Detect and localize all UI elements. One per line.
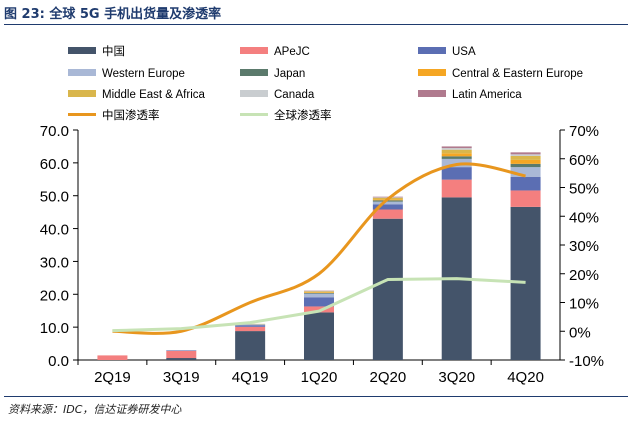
bar-segment bbox=[166, 350, 197, 359]
bar-segment bbox=[441, 167, 472, 180]
legend-label: Middle East & Africa bbox=[102, 89, 206, 101]
legend-label: APeJC bbox=[274, 46, 310, 58]
y-left-tick-label: 10.0 bbox=[40, 320, 69, 337]
y-left-tick-label: 30.0 bbox=[40, 254, 69, 271]
bar-segment bbox=[304, 293, 334, 298]
bar-segment bbox=[510, 167, 541, 177]
legend-swatch bbox=[418, 47, 446, 54]
y-right-tick-label: 30% bbox=[569, 238, 599, 255]
y-left-tick-label: 0.0 bbox=[48, 353, 69, 370]
x-tick-label: 4Q20 bbox=[507, 369, 544, 386]
legend-label: Japan bbox=[274, 68, 305, 80]
legend-swatch bbox=[240, 69, 268, 76]
y-right-tick-label: 10% bbox=[569, 296, 599, 313]
x-tick-label: 2Q19 bbox=[94, 369, 131, 386]
y-right-tick-label: 50% bbox=[569, 181, 599, 198]
bar-segment bbox=[304, 291, 334, 293]
bar-segment bbox=[372, 201, 403, 205]
bar-segment bbox=[304, 292, 334, 294]
bar-segment bbox=[372, 200, 403, 202]
bar-segment bbox=[441, 148, 472, 150]
x-tick-label: 3Q19 bbox=[163, 369, 200, 386]
bar-segment bbox=[510, 176, 541, 191]
figure-title: 图 23: 全球 5G 手机出货量及渗透率 bbox=[4, 7, 222, 22]
line-series-global-penetration bbox=[112, 277, 526, 333]
bar-segment bbox=[304, 292, 334, 293]
y-right-tick-label: -10% bbox=[569, 353, 604, 370]
bar-segment bbox=[235, 324, 266, 326]
y-right-tick-label: 70% bbox=[569, 123, 599, 140]
bar-segment bbox=[441, 179, 472, 198]
bar-segment bbox=[372, 196, 403, 198]
legend-label: 全球渗透率 bbox=[274, 108, 332, 122]
y-right-tick-label: 60% bbox=[569, 152, 599, 169]
legend-swatch bbox=[240, 90, 268, 97]
legend-label: 中国渗透率 bbox=[102, 108, 160, 122]
bar-segment bbox=[441, 149, 472, 154]
y-left-tick-label: 60.0 bbox=[40, 156, 69, 173]
legend-label: USA bbox=[452, 46, 476, 58]
legend-swatch bbox=[68, 47, 96, 54]
bar-segment bbox=[510, 163, 541, 168]
bar-segment bbox=[510, 159, 541, 164]
y-right-tick-label: 20% bbox=[569, 267, 599, 284]
bar-segment bbox=[235, 331, 266, 360]
legend-swatch bbox=[240, 47, 268, 54]
bar-segment bbox=[372, 218, 403, 360]
bar-segment bbox=[510, 152, 541, 155]
y-left-tick-label: 20.0 bbox=[40, 287, 69, 304]
legend-label: Canada bbox=[274, 89, 315, 101]
bar-segment bbox=[441, 156, 472, 159]
y-left-tick-label: 50.0 bbox=[40, 189, 69, 206]
line-series-china-penetration bbox=[112, 162, 526, 335]
bar-segment bbox=[441, 146, 472, 149]
bar-segment bbox=[304, 312, 334, 360]
bar-segment bbox=[510, 154, 541, 156]
source-divider bbox=[4, 396, 628, 397]
y-left-tick-label: 70.0 bbox=[40, 123, 69, 140]
legend-swatch bbox=[418, 69, 446, 76]
bar-segment bbox=[372, 209, 403, 219]
y-left-tick-label: 40.0 bbox=[40, 222, 69, 239]
legend-label: Latin America bbox=[452, 89, 522, 101]
bar-segment bbox=[304, 297, 334, 307]
x-tick-label: 4Q19 bbox=[232, 369, 269, 386]
bar-segment bbox=[166, 358, 197, 360]
legend-label: Western Europe bbox=[102, 68, 185, 80]
y-right-tick-label: 40% bbox=[569, 209, 599, 226]
source-note: 资料来源：IDC，信达证券研发中心 bbox=[8, 403, 182, 416]
x-tick-label: 3Q20 bbox=[438, 369, 475, 386]
bar-segment bbox=[97, 355, 128, 360]
bar-segment bbox=[441, 153, 472, 157]
bar-segment bbox=[372, 204, 403, 210]
bar-segment bbox=[235, 326, 266, 332]
y-right-tick-label: 0% bbox=[569, 324, 591, 341]
legend-swatch bbox=[418, 90, 446, 97]
title-divider bbox=[4, 24, 628, 25]
legend-swatch bbox=[68, 90, 96, 97]
bar-segment bbox=[510, 190, 541, 207]
legend-swatch bbox=[68, 69, 96, 76]
legend-label: 中国 bbox=[102, 45, 125, 58]
bar-segment bbox=[510, 206, 541, 360]
bar-segment bbox=[304, 306, 334, 313]
bar-segment bbox=[510, 155, 541, 160]
bar-segment bbox=[235, 325, 266, 327]
x-tick-label: 1Q20 bbox=[301, 369, 338, 386]
legend-label: Central & Eastern Europe bbox=[452, 68, 583, 80]
x-tick-label: 2Q20 bbox=[370, 369, 407, 386]
